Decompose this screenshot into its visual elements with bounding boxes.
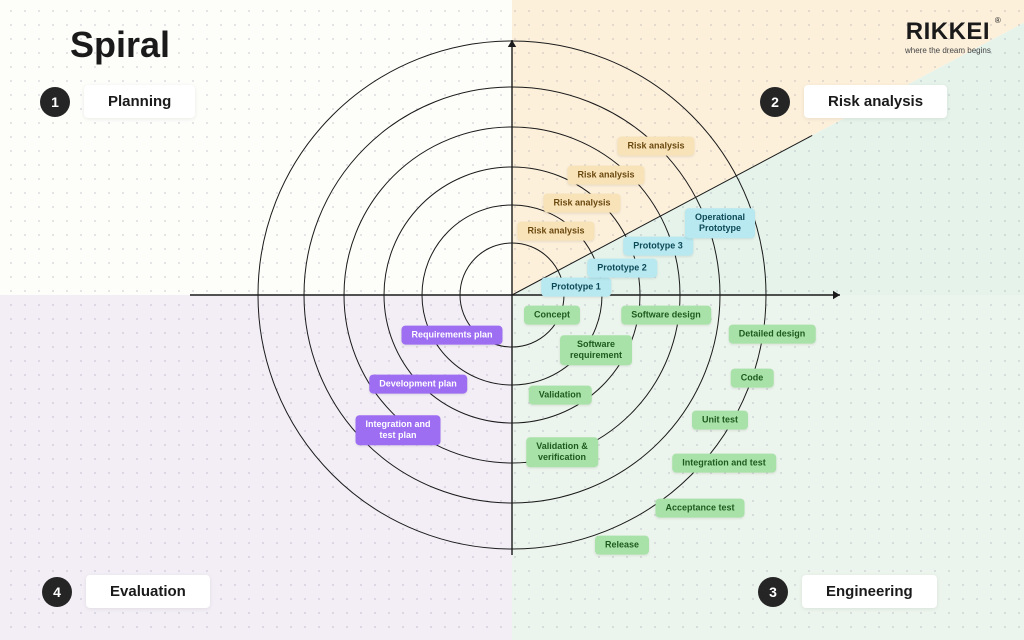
- quadrant-label: Risk analysis: [804, 85, 947, 118]
- quadrant-header-3: 3 Engineering: [758, 575, 937, 608]
- spiral-node: Validation & verification: [526, 437, 598, 467]
- spiral-node: Prototype 2: [587, 259, 657, 278]
- spiral-node: Risk analysis: [543, 194, 620, 213]
- quadrant-number: 3: [758, 577, 788, 607]
- spiral-node: Code: [731, 369, 774, 388]
- quadrant-label: Planning: [84, 85, 195, 118]
- spiral-node: Detailed design: [729, 325, 816, 344]
- quadrant-label: Engineering: [802, 575, 937, 608]
- brand-logo: RIKKEI where the dream begins ®: [905, 18, 991, 55]
- spiral-node: Concept: [524, 306, 580, 325]
- quadrant-label: Evaluation: [86, 575, 210, 608]
- logo-tagline: where the dream begins: [905, 46, 991, 55]
- spiral-node: Risk analysis: [517, 222, 594, 241]
- quadrant-header-2: 2 Risk analysis: [760, 85, 947, 118]
- quadrant-number: 1: [40, 87, 70, 117]
- diagram-canvas: Spiral RIKKEI where the dream begins ® 1…: [0, 0, 1024, 640]
- spiral-node: Validation: [529, 386, 592, 405]
- spiral-node: Risk analysis: [567, 166, 644, 185]
- spiral-node: Integration and test plan: [356, 415, 441, 445]
- spiral-node: Integration and test: [672, 454, 776, 473]
- spiral-node: Development plan: [369, 375, 467, 394]
- spiral-node: Risk analysis: [617, 137, 694, 156]
- spiral-node: Prototype 3: [623, 237, 693, 256]
- quadrant-header-1: 1 Planning: [40, 85, 195, 118]
- spiral-node: Prototype 1: [541, 278, 611, 297]
- spiral-node: Acceptance test: [655, 499, 744, 518]
- spiral-node: Release: [595, 536, 649, 555]
- registered-icon: ®: [995, 16, 1001, 25]
- page-title: Spiral: [70, 24, 170, 66]
- spiral-node: Software requirement: [560, 335, 632, 365]
- quadrant-number: 4: [42, 577, 72, 607]
- spiral-node: Requirements plan: [401, 326, 502, 345]
- logo-main-text: RIKKEI: [905, 18, 991, 46]
- spiral-node: Operational Prototype: [685, 208, 755, 238]
- quadrant-number: 2: [760, 87, 790, 117]
- quadrant-header-4: 4 Evaluation: [42, 575, 210, 608]
- spiral-node: Unit test: [692, 411, 748, 430]
- spiral-node: Software design: [621, 306, 711, 325]
